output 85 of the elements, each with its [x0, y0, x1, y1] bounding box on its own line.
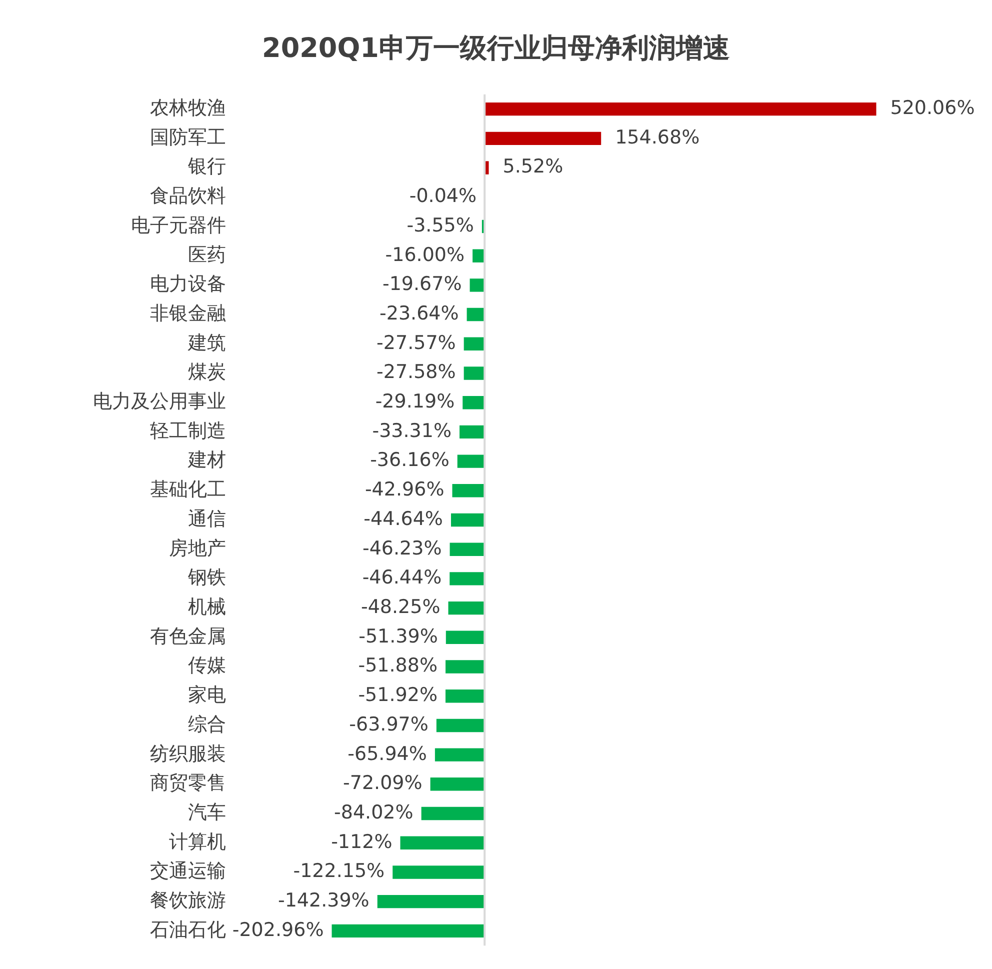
- bar: [430, 778, 485, 791]
- y-tick-label: 非银金融: [150, 302, 226, 324]
- bar: [484, 132, 602, 146]
- data-label: -0.04%: [409, 185, 477, 208]
- y-tick-label: 传媒: [188, 654, 226, 677]
- y-tick-label: 建材: [187, 449, 226, 472]
- data-label: -51.39%: [358, 625, 438, 648]
- y-tick-label: 基础化工: [150, 478, 226, 501]
- data-label: -48.25%: [360, 596, 440, 618]
- data-label: -63.97%: [349, 713, 428, 736]
- data-label: -72.09%: [343, 772, 422, 794]
- data-label: -51.92%: [358, 684, 438, 706]
- bar: [457, 454, 485, 468]
- y-tick-label: 银行: [187, 156, 226, 178]
- y-tick-label: 餐饮旅游: [150, 890, 226, 912]
- data-label: 520.06%: [890, 97, 975, 120]
- data-label: -27.57%: [376, 332, 456, 354]
- data-label: -44.64%: [364, 508, 443, 530]
- y-tick-label: 煤炭: [188, 361, 226, 384]
- bar: [464, 337, 485, 350]
- bar: [466, 308, 485, 322]
- data-label: -84.02%: [334, 801, 414, 824]
- y-tick-label: 商贸零售: [150, 772, 226, 794]
- data-label: -19.67%: [382, 273, 462, 296]
- bar: [462, 396, 485, 410]
- y-tick-label: 有色金属: [150, 625, 226, 648]
- y-tick-label: 食品饮料: [150, 185, 226, 208]
- y-tick-label: 家电: [188, 684, 226, 706]
- y-tick-label: 房地产: [169, 537, 226, 560]
- y-tick-label: 国防军工: [150, 126, 226, 148]
- data-label: -51.88%: [358, 654, 438, 677]
- bar: [450, 513, 485, 527]
- bar: [452, 484, 485, 498]
- data-label: -46.44%: [362, 566, 442, 589]
- y-tick-label: 医药: [188, 244, 226, 266]
- data-label: 5.52%: [502, 156, 564, 178]
- y-tick-label: 综合: [188, 713, 226, 736]
- y-tick-label: 建筑: [187, 332, 226, 354]
- data-label: -112%: [331, 830, 392, 853]
- y-tick-label: 电力设备: [150, 273, 226, 296]
- y-tick-label: 机械: [188, 596, 226, 618]
- bar: [446, 630, 485, 644]
- data-label: -16.00%: [385, 244, 465, 266]
- bar: [450, 542, 485, 556]
- data-label: 154.68%: [615, 126, 700, 148]
- y-tick-label: 汽车: [188, 801, 226, 824]
- y-tick-label: 电子元器件: [131, 214, 226, 236]
- y-tick-label: 电力及公用事业: [93, 390, 226, 413]
- y-tick-label: 交通运输: [150, 860, 226, 882]
- data-label: -3.55%: [406, 214, 474, 236]
- data-label: -202.96%: [232, 918, 324, 941]
- y-tick-label: 钢铁: [187, 566, 226, 589]
- data-label: -23.64%: [379, 302, 459, 324]
- bar: [484, 102, 876, 116]
- bar: [448, 601, 485, 615]
- y-tick-label: 石油石化: [150, 918, 226, 941]
- y-tick-label: 轻工制造: [150, 420, 226, 442]
- bar: [472, 249, 485, 262]
- data-label: -27.58%: [376, 361, 456, 384]
- y-tick-label: 通信: [188, 508, 226, 530]
- bar: [400, 836, 485, 850]
- bar: [460, 425, 485, 439]
- data-label: -29.19%: [375, 390, 455, 413]
- bar: [470, 278, 485, 292]
- data-label: -142.39%: [278, 890, 370, 912]
- data-label: -33.31%: [372, 420, 452, 442]
- bar: [377, 894, 485, 908]
- bar: [450, 572, 485, 586]
- data-label: -122.15%: [293, 860, 385, 882]
- bar: [446, 660, 485, 674]
- bar: [464, 366, 485, 380]
- y-tick-label: 纺织服装: [150, 742, 226, 765]
- data-label: -65.94%: [348, 742, 427, 765]
- bar: [446, 690, 485, 703]
- bar: [434, 748, 485, 762]
- bar: [392, 866, 485, 879]
- data-label: -46.23%: [362, 537, 442, 560]
- chart-title: 2020Q1申万一级行业归母净利润增速: [261, 32, 731, 66]
- data-label: -36.16%: [370, 449, 450, 472]
- bar: [421, 806, 485, 820]
- data-label: -42.96%: [364, 478, 444, 501]
- bar: [436, 718, 485, 732]
- bar: [332, 924, 485, 938]
- y-tick-label: 农林牧渔: [150, 97, 226, 120]
- y-tick-label: 计算机: [169, 830, 226, 853]
